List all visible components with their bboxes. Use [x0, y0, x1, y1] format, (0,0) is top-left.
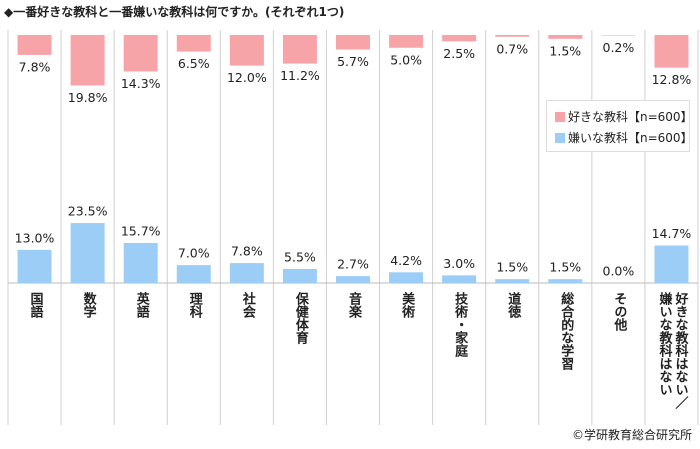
bar-dislike: [442, 275, 477, 283]
value-label: 0.7%: [496, 41, 528, 56]
value-label: 12.0%: [227, 70, 267, 85]
bar-like: [389, 35, 424, 48]
value-label: 2.7%: [337, 257, 369, 272]
bar-dislike: [336, 276, 370, 283]
bar-dislike: [229, 263, 264, 283]
value-label: 14.3%: [121, 76, 161, 91]
value-label: 0.2%: [603, 40, 635, 55]
value-label: 5.0%: [390, 52, 422, 67]
bar-like: [654, 35, 689, 68]
bar-like: [176, 35, 211, 52]
value-label: 7.8%: [19, 59, 51, 74]
x-tick-label: 総合的な学習: [558, 292, 574, 370]
value-label: 1.5%: [496, 260, 528, 275]
legend-swatch: [555, 132, 565, 143]
bar-dislike: [282, 268, 317, 283]
value-label: 14.7%: [652, 226, 692, 241]
value-label: 19.8%: [68, 90, 108, 105]
value-label: 23.5%: [68, 204, 108, 219]
bar-dislike: [654, 245, 689, 283]
bar-like: [123, 35, 158, 72]
value-label: 2.5%: [443, 46, 475, 61]
x-tick-label: 音楽: [346, 292, 361, 318]
x-tick-label: 数学: [80, 292, 96, 318]
bar-dislike: [389, 272, 424, 283]
bar-like: [229, 35, 264, 66]
legend-entry: 嫌いな教科【n=600】: [555, 129, 693, 146]
value-label: 13.0%: [15, 230, 55, 245]
value-label: 5.5%: [284, 249, 316, 264]
x-tick-label: 社会: [239, 292, 255, 318]
bar-like: [17, 35, 52, 55]
x-tick-label: 理科: [186, 292, 202, 318]
legend-entry: 好きな教科【n=600】: [555, 108, 693, 125]
bar-like: [336, 35, 370, 50]
x-tick-label: 美術: [399, 292, 415, 318]
legend-label: 好きな教科【n=600】: [568, 110, 693, 124]
legend: 好きな教科【n=600】 嫌いな教科【n=600】: [546, 100, 693, 152]
bar-dislike: [548, 279, 583, 283]
bar-like: [548, 35, 583, 39]
bar-like: [495, 35, 530, 37]
value-label: 6.5%: [178, 56, 210, 71]
x-tick-label: 好きな教科はない／嫌いな教科はない: [656, 292, 688, 409]
x-tick-label: 道徳: [505, 292, 521, 318]
bar-dislike: [17, 249, 52, 283]
chart-title: ◆一番好きな教科と一番嫌いな教科は何ですか。(それぞれ1つ): [4, 5, 345, 19]
bar-like: [601, 35, 636, 36]
value-label: 7.0%: [178, 246, 210, 261]
source: ©学研教育総合研究所: [571, 428, 692, 442]
x-tick-label: 国語: [27, 292, 43, 318]
value-label: 1.5%: [549, 260, 581, 275]
x-tick-label: 技術・家庭: [452, 292, 468, 357]
x-tick-label: 保健体育: [292, 292, 308, 344]
value-label: 7.8%: [231, 244, 263, 259]
value-label: 1.5%: [549, 43, 581, 58]
value-label: 12.8%: [652, 72, 692, 87]
legend-label: 嫌いな教科【n=600】: [568, 131, 693, 145]
bar-like: [70, 35, 105, 86]
value-label: 0.0%: [603, 264, 635, 279]
legend-swatch: [555, 111, 565, 122]
value-label: 4.2%: [390, 253, 422, 268]
bar-dislike: [176, 265, 211, 283]
value-label: 3.0%: [443, 256, 475, 271]
x-tick-label: その他: [611, 292, 627, 331]
x-tick-label: 英語: [133, 292, 149, 318]
bar-dislike: [70, 223, 105, 283]
value-label: 11.2%: [280, 68, 320, 83]
bar-dislike: [123, 242, 158, 283]
bar-like: [442, 35, 477, 42]
bar-like: [282, 35, 317, 64]
value-label: 15.7%: [121, 223, 161, 238]
bar-dislike: [495, 279, 530, 283]
value-label: 5.7%: [337, 54, 369, 69]
